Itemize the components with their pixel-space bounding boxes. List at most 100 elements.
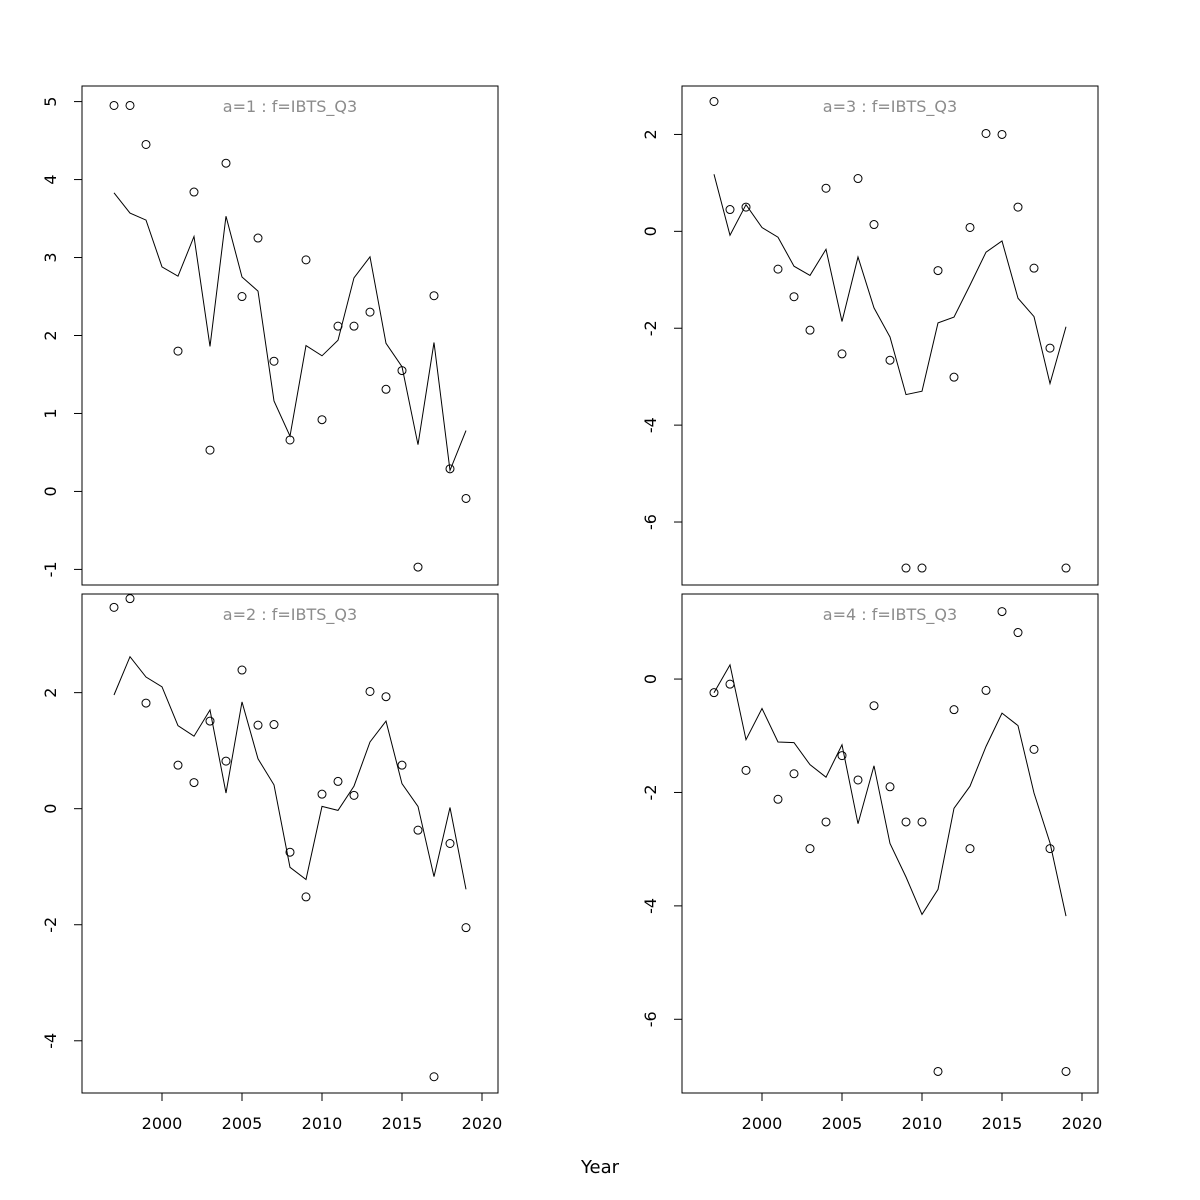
observed-point [981,128,991,138]
observed-point [949,372,959,382]
observed-point [189,778,199,788]
x-tick-label: 2020 [1062,1114,1103,1133]
observed-point [253,233,263,243]
observed-point [901,817,911,827]
observed-point [709,688,719,698]
panel-1: a=1 : f=IBTS_Q3 -1 0 1 2 3 4 5 [41,85,499,586]
observed-point [1013,628,1023,638]
observed-point [965,844,975,854]
observed-point [205,445,215,455]
y-tick-label: 4 [41,174,60,184]
observed-point [189,187,199,197]
observed-point [997,129,1007,139]
observed-point [445,464,455,474]
fitted-line [713,663,1067,917]
observed-point [933,266,943,276]
panel-title: a=3 : f=IBTS_Q3 [823,97,957,117]
observed-point [933,1066,943,1076]
observed-point [237,665,247,675]
observed-point [725,679,735,689]
panel-title: a=1 : f=IBTS_Q3 [223,97,357,117]
y-tick-label: -2 [641,320,660,336]
observed-point [125,594,135,604]
y-tick-label: -4 [641,898,660,914]
panel-3: a=3 : f=IBTS_Q3 -6 -4 -2 0 2 [641,85,1099,586]
observed-point [1029,744,1039,754]
panel-4: a=4 : f=IBTS_Q3 -6 -4 -2 0 2000 2005 2010 2015 20… [641,593,1103,1133]
fitted-line [713,174,1067,396]
observed-point [869,701,879,711]
observed-point [381,384,391,394]
observed-point [269,356,279,366]
observed-point [773,794,783,804]
observed-point [1061,1066,1071,1076]
observed-point [789,769,799,779]
observed-point [141,698,151,708]
observed-point [805,325,815,335]
observed-point [237,292,247,302]
observed-point [461,923,471,933]
x-tick-label: 2005 [222,1114,263,1133]
observed-point [853,174,863,184]
observed-point [853,775,863,785]
observed-point [173,760,183,770]
observed-point [397,760,407,770]
observed-point [301,255,311,265]
observed-point [789,292,799,302]
observed-point [349,321,359,331]
observed-point [885,355,895,365]
observed-point [997,607,1007,617]
y-tick-label: -2 [41,917,60,933]
observed-point [429,291,439,301]
observed-point [837,751,847,761]
x-tick-label: 2015 [382,1114,423,1133]
y-tick-label: -6 [641,1011,660,1027]
observed-point [109,602,119,612]
observed-point [741,765,751,775]
x-tick-label: 2010 [902,1114,943,1133]
observed-point [1045,343,1055,353]
plot-frame [81,593,499,1094]
observed-point [1045,844,1055,854]
observed-point [901,563,911,573]
observed-point [445,839,455,848]
y-tick-label: 3 [41,252,60,262]
observed-point [1013,202,1023,212]
observed-point [285,847,295,857]
fitted-line [113,192,467,473]
observed-point [917,563,927,573]
plot-frame [81,85,499,586]
observed-point [141,139,151,149]
observed-point [253,720,263,730]
observed-point [365,686,375,696]
x-tick-label: 2000 [742,1114,783,1133]
observed-point [1061,563,1071,573]
panel-2: a=2 : f=IBTS_Q3 -4 -2 0 2 2000 2005 2010 2015 202… [41,593,502,1133]
y-tick-label: -4 [41,1033,60,1049]
observed-point [301,892,311,902]
observed-point [413,825,423,835]
observed-point [461,493,471,503]
observed-point [349,790,359,800]
y-tick-label: 0 [641,674,660,684]
observed-point [821,817,831,827]
observed-point [205,716,215,726]
observed-point [429,1072,439,1082]
observed-point [741,202,751,212]
observed-point [221,158,231,168]
y-tick-label: 0 [641,226,660,236]
observed-point [333,776,343,786]
observed-point [173,346,183,356]
x-axis-label: Year [580,1157,620,1178]
x-tick-label: 2000 [142,1114,183,1133]
observed-point [869,220,879,230]
observed-point [381,692,391,702]
observed-point [397,366,407,376]
observed-point [269,720,279,730]
y-tick-label: 5 [41,97,60,107]
observed-point [917,817,927,827]
observed-point [317,789,327,799]
observed-point [125,100,135,110]
observed-point [317,415,327,425]
observed-point [221,756,231,766]
